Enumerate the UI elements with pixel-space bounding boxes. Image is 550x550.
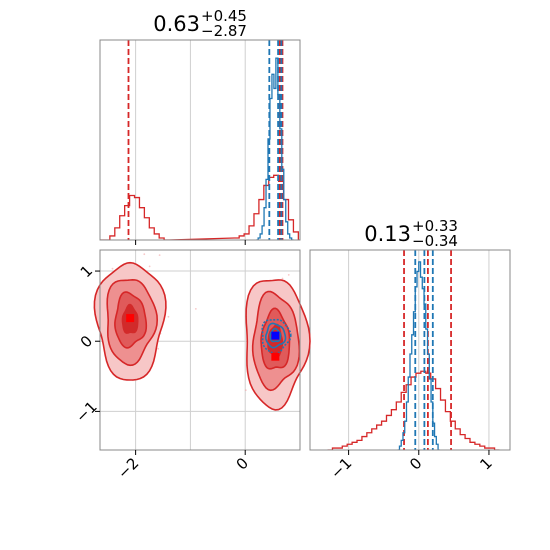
p2-truth-marker (271, 352, 280, 361)
p2-frame (99, 249, 301, 451)
p2-ytick-label: −1 (72, 398, 100, 426)
marginal-x-title-minus: −2.87 (201, 22, 247, 40)
p1-frame (99, 39, 301, 241)
p2-blue-contour (269, 327, 282, 343)
p2-sample-point (281, 277, 284, 280)
p2-sample-point (194, 307, 197, 310)
p2-sample-point (302, 377, 304, 379)
p3-xtick-label: −1 (327, 454, 355, 482)
p2-sample-point (311, 389, 313, 391)
marginal-y-title-minus: −0.34 (412, 232, 458, 250)
p2-sample-point (143, 253, 146, 256)
joint-plot: −2 0 −1 0 1 (72, 222, 315, 482)
p2-sample-point (287, 273, 290, 276)
marginal-y-title-plus: +0.33 (412, 217, 458, 235)
p2-sample-point (305, 281, 307, 283)
joint-panel: −2 0 −1 0 1 (72, 222, 315, 482)
p2-xtick-label: 0 (233, 454, 252, 473)
marginal-x-title-plus: +0.45 (201, 7, 247, 25)
p2-sample-point (111, 267, 114, 270)
marginal-y-plot: −1 0 1 (309, 249, 511, 482)
p1-hist-blue (256, 57, 294, 240)
p2-sample-point (157, 347, 160, 350)
p2-blue-contour (265, 322, 287, 349)
p2-truth-marker (271, 331, 280, 340)
p3-xtick-label: 0 (406, 454, 425, 473)
p2-blue-contour (261, 318, 292, 355)
marginal-y-panel: 0.13 +0.33 −0.34 −1 0 1 (309, 217, 511, 482)
p2-ytick-label: 1 (77, 262, 96, 281)
p2-sample-point (303, 368, 305, 370)
p2-sample-point (120, 222, 122, 224)
p2-sample-point (313, 297, 315, 299)
p2-sample-point (158, 254, 161, 257)
marginal-y-title-median: 0.13 (364, 222, 411, 246)
p2-sample-point (148, 265, 151, 268)
p2-ytick-label: 0 (77, 332, 96, 351)
marginal-x-panel: 0.63 +0.45 −2.87 (99, 7, 301, 245)
p3-frame (309, 249, 511, 451)
p2-sample-point (244, 389, 247, 392)
p3-hist-red (327, 370, 500, 450)
marginal-x-plot (99, 39, 301, 245)
p2-sample-point (167, 315, 170, 318)
p2-xtick-label: −2 (114, 454, 142, 482)
p2-truth-marker (126, 314, 135, 323)
p3-xtick-label: 1 (476, 454, 495, 473)
marginal-x-title-median: 0.63 (153, 12, 200, 36)
p2-sample-point (94, 234, 96, 236)
p1-hist-red (100, 174, 300, 240)
